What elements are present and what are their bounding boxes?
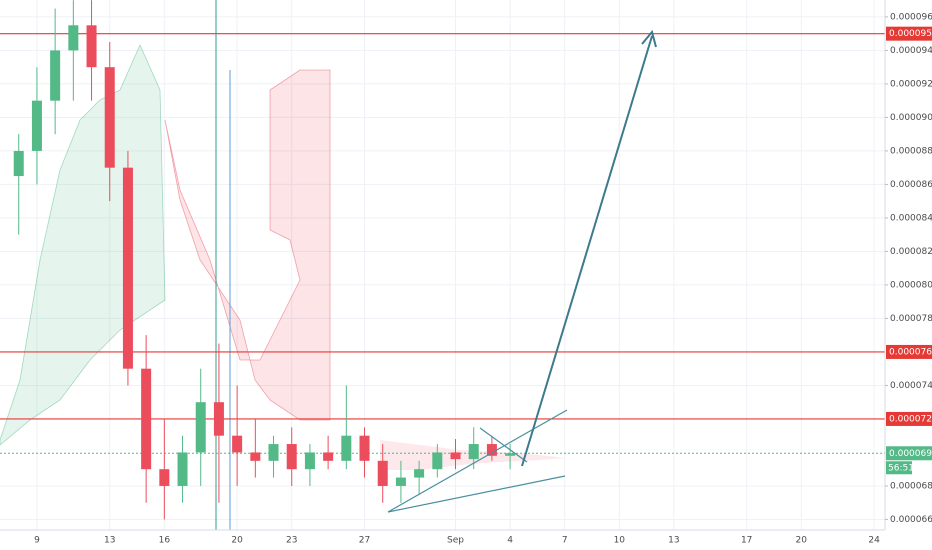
- candle-body: [86, 25, 97, 68]
- candle-body: [304, 452, 315, 470]
- y-tick-label: 0.00008800: [890, 146, 932, 156]
- candle-body: [395, 477, 406, 486]
- candle-body: [341, 435, 352, 461]
- triangle-lower: [387, 475, 566, 513]
- y-tick-label: 0.00008600: [890, 180, 932, 190]
- candle-body: [432, 452, 443, 470]
- y-tick-label: 0.00009400: [890, 46, 932, 56]
- y-tick-label: 0.00007800: [890, 314, 932, 324]
- x-tick-label: 13: [668, 536, 679, 546]
- candle-body: [213, 402, 224, 436]
- x-tick-label: Sep: [447, 536, 464, 546]
- candle-body: [232, 435, 243, 453]
- candle-body: [468, 444, 479, 460]
- countdown-label: 56:51: [888, 463, 914, 473]
- candle-body: [268, 444, 279, 461]
- x-tick-label: 27: [359, 536, 370, 546]
- arrow-line: [521, 35, 653, 467]
- candle-body: [50, 50, 61, 101]
- x-tick-label: 20: [796, 536, 808, 546]
- cloud-red: [164, 69, 331, 421]
- candle-body: [177, 452, 188, 486]
- level-label: 0.00007200: [889, 414, 932, 424]
- level-tag: [886, 26, 932, 41]
- level-label: 0.00009500: [889, 29, 932, 39]
- x-tick-label: 13: [104, 536, 115, 546]
- current-price-tag: [886, 446, 932, 461]
- y-tick-label: 0.00006800: [890, 481, 932, 491]
- x-tick-label: 17: [741, 536, 752, 546]
- x-tick-label: 20: [231, 536, 243, 546]
- arrow-head: [641, 29, 657, 48]
- candle-body: [141, 368, 152, 470]
- candle-body: [377, 460, 388, 486]
- y-tick-label: 0.00008000: [890, 280, 932, 290]
- x-tick-label: 16: [159, 536, 171, 546]
- y-tick-label: 0.00009000: [890, 113, 932, 123]
- candle-body: [486, 444, 497, 456]
- y-tick-label: 0.00008200: [890, 247, 932, 257]
- level-label: 0.00007600: [889, 347, 932, 357]
- candle-body: [195, 402, 206, 453]
- candle-body: [505, 453, 516, 456]
- candle-body: [68, 25, 79, 51]
- candle-body: [31, 100, 42, 151]
- candles: [13, 0, 516, 520]
- countdown-tag: [886, 461, 912, 475]
- x-tick-label: 7: [562, 536, 568, 546]
- x-tick-label: 23: [286, 536, 297, 546]
- candle-body: [286, 444, 297, 470]
- y-tick-label: 0.00008400: [890, 213, 932, 223]
- x-tick-label: 10: [614, 536, 626, 546]
- candle-body: [104, 67, 115, 168]
- triangle-upper: [387, 409, 568, 513]
- cloud-green: [0, 44, 166, 446]
- candle-body: [359, 435, 370, 461]
- y-tick-label: 0.00009200: [890, 79, 932, 89]
- y-tick-label: 0.00007400: [890, 381, 932, 391]
- level-tag: [886, 344, 932, 359]
- candle-body: [13, 150, 24, 177]
- y-tick-label: 0.00006600: [890, 515, 932, 525]
- current-price-label: 0.00006995: [889, 449, 932, 459]
- x-tick-label: 24: [868, 536, 880, 546]
- candle-body: [122, 167, 133, 369]
- candle-body: [323, 452, 334, 461]
- axes: 0.00006600 0.00006800 0.00007400 0.00007800…: [34, 12, 932, 546]
- x-tick-label: 9: [34, 536, 40, 546]
- x-tick-label: 4: [507, 536, 513, 546]
- y-tick-label: 0.00009600: [890, 12, 932, 22]
- candle-body: [414, 469, 425, 478]
- triangle-edge: [479, 427, 528, 463]
- candle-body: [450, 452, 461, 460]
- candle-body: [250, 452, 261, 461]
- candle-body: [159, 469, 170, 486]
- level-tag: [886, 411, 932, 426]
